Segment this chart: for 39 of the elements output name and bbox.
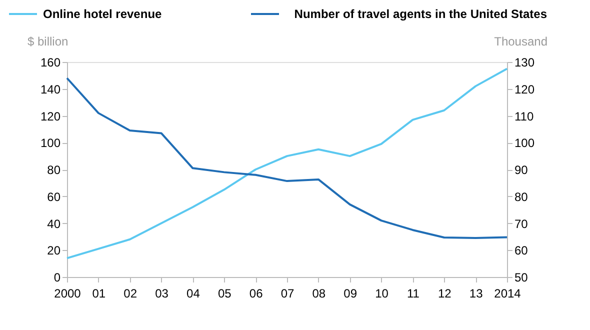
y-tick-label: 80 [47, 163, 61, 177]
y2-tick-label: 120 [514, 82, 535, 96]
y-tick-label: 40 [47, 216, 61, 231]
y-tick-label: 120 [40, 109, 61, 124]
x-tick-label: 13 [469, 286, 484, 300]
y2-tick-label: 50 [514, 270, 528, 284]
x-tick-label: 01 [92, 286, 106, 300]
x-tick-label: 02 [124, 286, 138, 300]
legend-label: Online hotel revenue [43, 7, 162, 21]
y-tick-label: 0 [54, 270, 61, 284]
x-tick-label: 07 [280, 286, 294, 300]
x-tick-label: 08 [312, 286, 326, 300]
y2-tick-label: 60 [514, 244, 528, 258]
y2-tick-label: 100 [514, 136, 535, 150]
x-tick-label: 06 [249, 286, 264, 300]
x-tick-label: 03 [155, 286, 169, 300]
y-axis-title: $ billion [28, 34, 68, 48]
x-tick-label: 12 [438, 286, 452, 300]
y2-tick-label: 110 [514, 109, 534, 124]
y2-tick-label: 80 [514, 190, 528, 204]
line-series [66, 77, 508, 240]
line-series [66, 68, 508, 260]
y2-tick-label: 90 [514, 163, 528, 177]
x-tick-label: 04 [186, 286, 200, 300]
x-tick-label: 09 [344, 286, 358, 300]
y2-tick-label: 70 [514, 216, 528, 231]
y2-tick-label: 130 [514, 56, 535, 70]
y-tick-label: 100 [40, 136, 61, 150]
x-tick-label: 2000 [54, 286, 82, 300]
x-tick-label: 2014 [494, 286, 522, 300]
x-tick-label: 10 [375, 286, 389, 300]
y-tick-label: 160 [40, 56, 61, 70]
x-tick-label: 11 [406, 286, 420, 300]
x-tick-label: 05 [218, 286, 232, 300]
y-tick-label: 20 [47, 244, 61, 258]
y-tick-label: 60 [47, 190, 61, 204]
y2-axis-title: Thousand [494, 34, 548, 48]
y-tick-label: 140 [40, 82, 61, 96]
legend-label: Number of travel agents in the United States [294, 7, 548, 21]
